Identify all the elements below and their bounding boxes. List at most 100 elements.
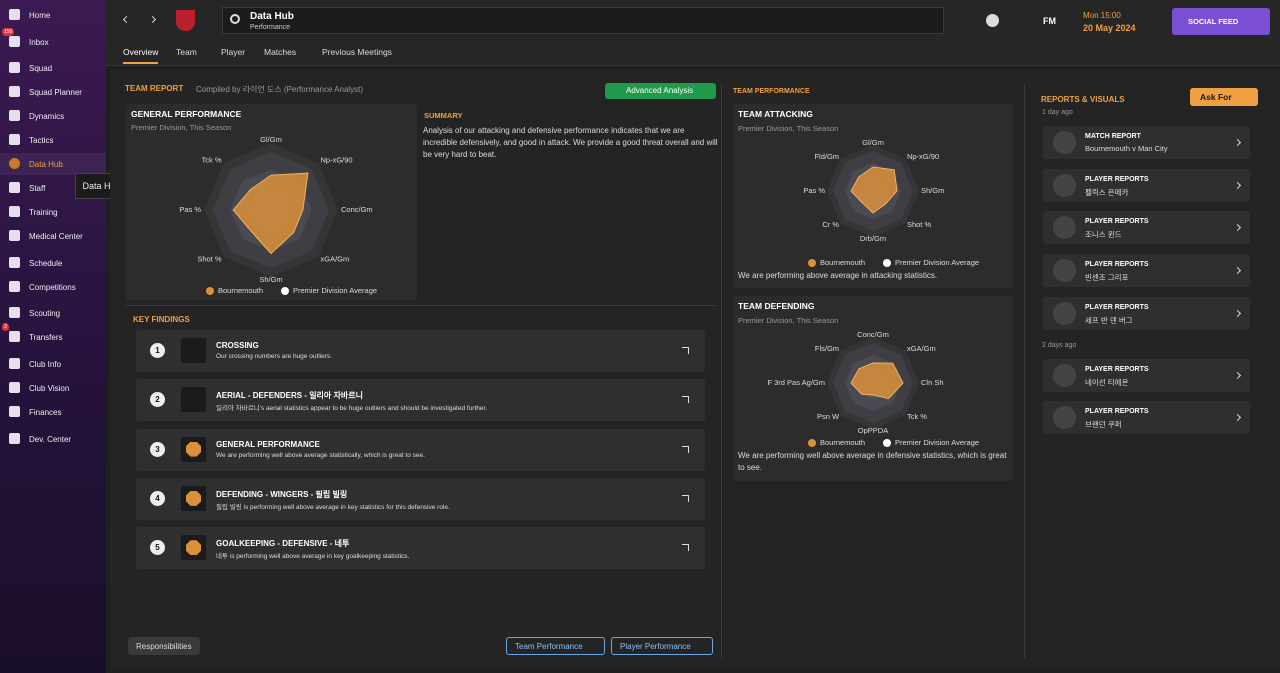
- finding[interactable]: 2 AERIAL - DEFENDERS - 일리아 자바르니 일리아 자바르니's…: [136, 379, 705, 422]
- divider: [1024, 84, 1025, 658]
- tabs: Overview Team Player Matches Previous Meetin…: [106, 40, 1280, 66]
- nav-icon: [9, 382, 20, 393]
- finding-number: 4: [150, 490, 165, 506]
- report-item[interactable]: PLAYER REPORTS 조니스 윈드: [1043, 211, 1250, 245]
- nav-icon: [9, 86, 20, 97]
- report-item[interactable]: PLAYER REPORTS 네이선 티에온: [1043, 358, 1250, 392]
- nav-item[interactable]: Data Hub: [0, 153, 106, 175]
- nav-item[interactable]: Squad Planner: [0, 81, 106, 103]
- axis-label: Cln Sh: [921, 378, 944, 387]
- expand-icon[interactable]: [682, 347, 689, 354]
- axis-label: Shot %: [907, 220, 932, 229]
- finding-title: GENERAL PERFORMANCE: [216, 439, 320, 449]
- report-item[interactable]: PLAYER REPORTS 세프 반 덴 버그: [1043, 296, 1250, 330]
- nav-label: Inbox: [29, 37, 49, 47]
- search-box[interactable]: Data Hub Performance: [222, 7, 944, 34]
- nav-item[interactable]: Finances: [0, 401, 106, 423]
- report-title: PLAYER REPORTS: [1085, 408, 1149, 416]
- tab[interactable]: Player: [221, 47, 246, 57]
- legend-swatch: [808, 439, 816, 447]
- nav-item[interactable]: Inbox 150: [0, 28, 106, 53]
- nav-item[interactable]: Squad: [0, 57, 106, 79]
- nav-item[interactable]: Club Vision: [0, 377, 106, 399]
- radar-area: [850, 166, 898, 214]
- forward[interactable]: [148, 15, 157, 24]
- club-crest[interactable]: [176, 10, 195, 31]
- finding[interactable]: 1 CROSSING Our crossing numbers are huge o…: [136, 330, 705, 372]
- finding-title: DEFENDING - WINGERS - 필립 빌링: [216, 489, 348, 499]
- chevron: [1233, 309, 1242, 317]
- back[interactable]: [122, 15, 131, 24]
- finding-text: 필립 빌링 is performing well above average i…: [216, 503, 450, 511]
- finding-icon: [181, 485, 206, 511]
- nav-icon: [9, 230, 20, 241]
- help-icon[interactable]: [986, 14, 999, 27]
- axis-label: Shot %: [197, 254, 222, 263]
- nav-item[interactable]: Tactics: [0, 129, 106, 151]
- axis-label: Np-xG/90: [320, 155, 352, 164]
- nav-label: Home: [29, 10, 51, 20]
- report-item[interactable]: PLAYER REPORTS 브랜던 쿠퍼: [1043, 401, 1250, 435]
- axis-label: Drb/Gm: [860, 234, 886, 243]
- nav-item[interactable]: Staff: [0, 177, 106, 199]
- nav-item[interactable]: Dynamics: [0, 105, 106, 127]
- social-feed-button[interactable]: SOCIAL FEED: [1172, 8, 1270, 35]
- ask-for-button[interactable]: Ask For: [1190, 88, 1258, 106]
- nav-item[interactable]: Medical Center: [0, 225, 106, 247]
- legend-swatch: [206, 287, 214, 295]
- fm-logo[interactable]: FM: [1043, 16, 1056, 26]
- tab[interactable]: Matches: [264, 47, 297, 57]
- legend-label: Bournemouth: [218, 286, 263, 295]
- nav-item[interactable]: Training: [0, 201, 106, 223]
- nav-item[interactable]: Competitions: [0, 276, 106, 298]
- chevron: [1233, 224, 1242, 232]
- finding-text: We are performing well above average sta…: [216, 451, 425, 459]
- nav-label: Dev. Center: [29, 434, 72, 444]
- report-sub: 세프 반 덴 버그: [1085, 315, 1133, 325]
- report-sub: 빈센조 그리포: [1085, 273, 1129, 283]
- axis-label: xGA/Gm: [320, 254, 349, 263]
- tab[interactable]: Overview: [123, 47, 159, 64]
- icon-shape: [186, 490, 201, 506]
- axis-label: F 3rd Pas Ag/Gm: [767, 378, 825, 387]
- panel-title: TEAM ATTACKING: [738, 109, 813, 119]
- report-item[interactable]: PLAYER REPORTS 펠릭스 은메카: [1043, 168, 1250, 202]
- expand-icon[interactable]: [682, 445, 689, 453]
- finding[interactable]: 3 GENERAL PERFORMANCE We are performing we…: [136, 428, 705, 471]
- expand-icon[interactable]: [682, 396, 689, 404]
- report-title: MATCH REPORT: [1085, 133, 1141, 140]
- report-item[interactable]: MATCH REPORT Bournemouth v Man City: [1043, 126, 1250, 159]
- tab[interactable]: Previous Meetings: [322, 47, 392, 57]
- footer-button[interactable]: Player Performance: [611, 637, 713, 655]
- nav-item[interactable]: Schedule: [0, 252, 106, 274]
- avatar: [1053, 301, 1076, 325]
- finding[interactable]: 5 GOALKEEPING - DEFENSIVE - 네투 네투 is perfo…: [136, 527, 705, 570]
- nav-item[interactable]: Club Info: [0, 353, 106, 375]
- report-item[interactable]: PLAYER REPORTS 빈센조 그리포: [1043, 254, 1250, 288]
- nav-item[interactable]: Home: [0, 4, 106, 26]
- team-performance-title[interactable]: TEAM PERFORMANCE: [733, 88, 810, 95]
- panel-title: TEAM DEFENDING: [738, 301, 815, 311]
- nav-item[interactable]: Scouting: [0, 302, 106, 324]
- nav-item[interactable]: Transfers 3: [0, 323, 106, 348]
- section-title: TEAM REPORT: [125, 84, 184, 93]
- page-subtitle: Performance: [250, 24, 291, 31]
- axis-label: Psn W: [817, 412, 840, 421]
- nav-icon: [9, 36, 20, 47]
- attacking-panel: TEAM ATTACKING Premier Division, This Se…: [733, 104, 1013, 288]
- group-label: 2 days ago: [1042, 341, 1077, 349]
- expand-icon[interactable]: [682, 544, 689, 552]
- expand-icon[interactable]: [682, 494, 689, 502]
- footer-button[interactable]: Team Performance: [506, 637, 605, 655]
- radar-chart: Gl/Gm Np-xG/90 Conc/Gm xGA/Gm Sh/Gm Shot % Pas…: [179, 135, 377, 295]
- avatar: [1053, 216, 1076, 240]
- nav-icon: [9, 358, 20, 369]
- nav-icon: [9, 406, 20, 417]
- nav-item[interactable]: Dev. Center: [0, 428, 106, 450]
- tab[interactable]: Team: [176, 47, 197, 57]
- advanced-analysis-button[interactable]: Advanced Analysis: [605, 83, 716, 99]
- axis-label: Conc/Gm: [857, 330, 889, 339]
- responsibilities-button[interactable]: Responsibilities: [128, 637, 200, 655]
